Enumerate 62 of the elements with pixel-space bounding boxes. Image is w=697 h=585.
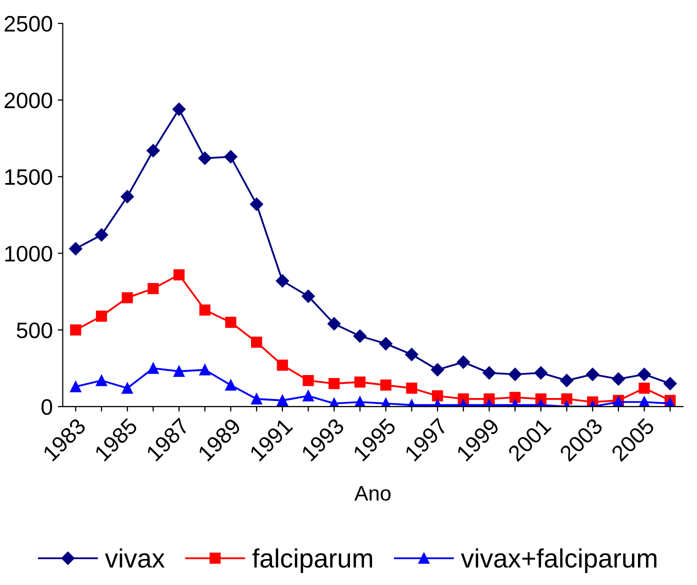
point — [638, 382, 650, 394]
point — [69, 242, 82, 256]
point — [120, 190, 134, 204]
point — [638, 368, 651, 381]
point — [586, 368, 600, 381]
point — [173, 269, 185, 280]
point — [225, 380, 236, 391]
point — [302, 290, 315, 303]
point — [561, 393, 572, 404]
point — [251, 393, 262, 404]
point — [276, 274, 290, 288]
legend-label: falciparum — [252, 548, 372, 573]
point — [510, 392, 521, 403]
point — [276, 360, 288, 371]
point — [664, 376, 677, 390]
point — [302, 374, 314, 386]
y-tick-label: 500 — [16, 322, 52, 338]
point — [198, 152, 212, 165]
point — [612, 372, 626, 386]
legend-label: vivax+falciparum — [460, 548, 656, 573]
point — [96, 310, 108, 322]
point — [148, 283, 159, 294]
y-tick-label: 1500 — [5, 169, 52, 185]
y-tick-label: 2000 — [4, 92, 52, 108]
point — [70, 381, 82, 392]
point — [482, 366, 496, 380]
point — [148, 362, 159, 374]
point — [302, 390, 314, 402]
point — [224, 150, 238, 164]
point — [172, 102, 186, 116]
x-axis-title: Ano — [354, 486, 391, 501]
point — [70, 324, 82, 336]
point — [96, 374, 108, 386]
point — [328, 317, 341, 330]
point — [328, 378, 340, 390]
point — [250, 198, 264, 211]
point — [560, 374, 574, 388]
point — [406, 382, 418, 394]
point — [379, 337, 392, 350]
point — [430, 363, 444, 376]
y-tick-label: 0 — [42, 399, 52, 415]
point — [122, 292, 133, 304]
point — [251, 336, 262, 348]
point — [146, 144, 160, 158]
point — [122, 382, 133, 394]
point — [508, 368, 522, 381]
point — [380, 380, 392, 391]
y-tick-label: 2500 — [4, 16, 52, 32]
point — [276, 394, 288, 406]
point — [199, 364, 210, 376]
point — [354, 376, 366, 388]
point — [534, 366, 548, 380]
point — [432, 390, 444, 402]
point — [456, 356, 470, 369]
point — [199, 304, 210, 316]
legend-label: vivax — [104, 548, 165, 568]
point — [353, 329, 367, 343]
point — [94, 228, 108, 242]
point — [405, 348, 418, 362]
point — [225, 316, 236, 328]
point — [173, 366, 185, 377]
y-tick-label: 1000 — [5, 246, 52, 262]
